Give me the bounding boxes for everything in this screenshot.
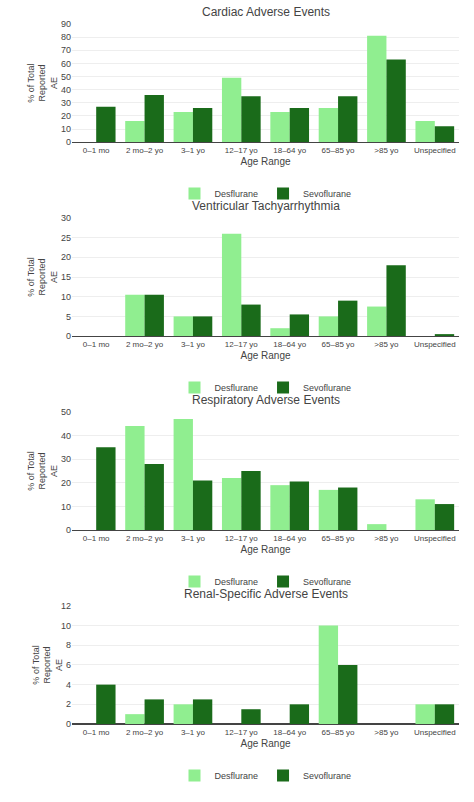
svg-text:15: 15 [61,272,71,282]
svg-text:65–85 yo: 65–85 yo [322,146,355,155]
svg-text:10: 10 [61,621,71,631]
svg-text:Ventricular Tachyarrhythmia: Ventricular Tachyarrhythmia [192,199,340,213]
svg-text:% of TotalReportedAE: % of TotalReportedAE [26,451,59,490]
svg-text:>85 yo: >85 yo [374,728,399,737]
svg-text:Cardiac Adverse Events: Cardiac Adverse Events [202,5,330,19]
svg-text:Desflurane: Desflurane [215,189,259,199]
svg-text:0: 0 [66,719,71,729]
svg-text:4: 4 [66,680,71,690]
svg-text:Age Range: Age Range [240,350,290,361]
svg-text:3–1 yo: 3–1 yo [181,340,206,349]
svg-text:20: 20 [61,252,71,262]
svg-text:Unspecified: Unspecified [414,340,456,349]
svg-text:20: 20 [61,111,71,121]
svg-text:70: 70 [61,45,71,55]
svg-text:65–85 yo: 65–85 yo [322,340,355,349]
svg-text:18–64 yo: 18–64 yo [273,340,306,349]
svg-text:0–1 mo: 0–1 mo [83,146,110,155]
svg-text:50: 50 [61,72,71,82]
svg-text:Desflurane: Desflurane [215,577,259,587]
svg-text:50: 50 [61,407,71,417]
svg-text:90: 90 [61,19,71,29]
svg-text:Age Range: Age Range [240,544,290,555]
svg-text:>85 yo: >85 yo [374,146,399,155]
svg-text:Age Range: Age Range [240,156,290,167]
svg-text:Sevoflurane: Sevoflurane [303,771,351,781]
svg-text:Unspecified: Unspecified [414,534,456,543]
svg-text:% of TotalReportedAE: % of TotalReportedAE [26,257,59,296]
svg-text:5: 5 [66,312,71,322]
svg-text:25: 25 [61,233,71,243]
svg-text:0: 0 [66,331,71,341]
svg-text:Desflurane: Desflurane [215,383,259,393]
svg-text:0: 0 [66,137,71,147]
svg-text:Unspecified: Unspecified [414,146,456,155]
svg-text:80: 80 [61,32,71,42]
svg-text:18–64 yo: 18–64 yo [273,534,306,543]
svg-text:0: 0 [66,525,71,535]
svg-text:60: 60 [61,59,71,69]
svg-text:30: 30 [61,213,71,223]
svg-text:2 mo–2 yo: 2 mo–2 yo [126,340,164,349]
svg-text:3–1 yo: 3–1 yo [181,146,206,155]
svg-text:Sevoflurane: Sevoflurane [303,383,351,393]
svg-text:12: 12 [61,601,71,611]
svg-text:2: 2 [66,699,71,709]
svg-text:Renal-Specific Adverse Events: Renal-Specific Adverse Events [184,587,348,601]
svg-text:Respiratory Adverse Events: Respiratory Adverse Events [192,393,340,407]
svg-text:Unspecified: Unspecified [414,728,456,737]
svg-text:0–1 mo: 0–1 mo [83,534,110,543]
svg-text:0–1 mo: 0–1 mo [83,728,110,737]
svg-text:18–64 yo: 18–64 yo [273,728,306,737]
svg-text:3–1 yo: 3–1 yo [181,728,206,737]
svg-text:8: 8 [66,640,71,650]
svg-text:40: 40 [61,431,71,441]
svg-text:12–17 yo: 12–17 yo [225,340,258,349]
svg-text:10: 10 [61,502,71,512]
svg-text:3–1 yo: 3–1 yo [181,534,206,543]
svg-text:2 mo–2 yo: 2 mo–2 yo [126,534,164,543]
svg-text:6: 6 [66,660,71,670]
svg-text:Sevoflurane: Sevoflurane [303,189,351,199]
svg-text:>85 yo: >85 yo [374,534,399,543]
svg-text:30: 30 [61,454,71,464]
svg-text:40: 40 [61,85,71,95]
svg-text:20: 20 [61,478,71,488]
svg-text:% of TotalReportedAE: % of TotalReportedAE [26,63,59,102]
svg-text:65–85 yo: 65–85 yo [322,728,355,737]
svg-text:12–17 yo: 12–17 yo [225,534,258,543]
svg-text:0–1 mo: 0–1 mo [83,340,110,349]
svg-text:10: 10 [61,292,71,302]
svg-text:% of TotalReportedAE: % of TotalReportedAE [31,645,64,684]
svg-text:30: 30 [61,98,71,108]
svg-text:12–17 yo: 12–17 yo [225,728,258,737]
svg-text:Desflurane: Desflurane [215,771,259,781]
svg-text:12–17 yo: 12–17 yo [225,146,258,155]
svg-text:65–85 yo: 65–85 yo [322,534,355,543]
svg-text:Sevoflurane: Sevoflurane [303,577,351,587]
svg-text:Age Range: Age Range [240,738,290,749]
svg-text:10: 10 [61,124,71,134]
svg-text:2 mo–2 yo: 2 mo–2 yo [126,728,164,737]
svg-text:>85 yo: >85 yo [374,340,399,349]
svg-text:18–64 yo: 18–64 yo [273,146,306,155]
svg-text:2 mo–2 yo: 2 mo–2 yo [126,146,164,155]
